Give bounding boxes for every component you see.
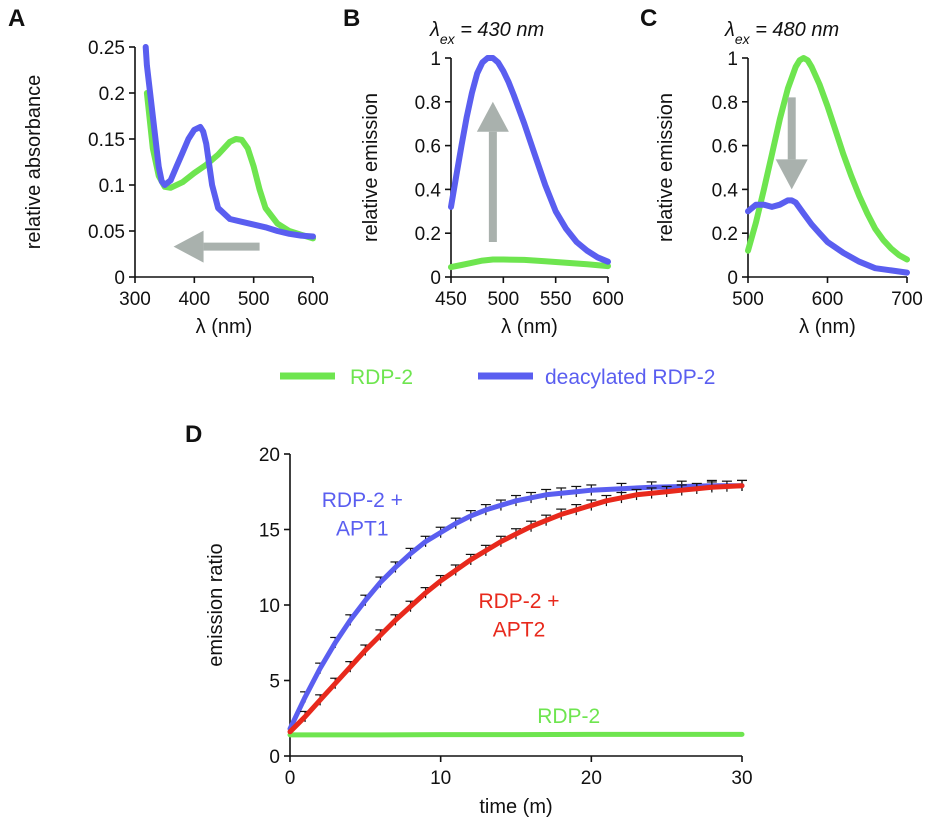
panel-letter-a: A <box>8 5 25 32</box>
excitation-label-b: λex = 430 nm <box>429 19 544 47</box>
y-axis-label-a: relative absorbance <box>23 75 45 250</box>
x-axis-label-c: λ (nm) <box>799 316 856 338</box>
y-tick-label: 5 <box>269 672 280 693</box>
y-tick-label: 0.8 <box>415 93 441 114</box>
series-line-c-series-0 <box>745 55 910 263</box>
y-tick-label: 0.4 <box>415 180 442 201</box>
series-line-d-rdp-2 <box>287 731 745 738</box>
y-tick-label: 0.6 <box>415 137 441 158</box>
x-tick-label: 500 <box>487 289 519 310</box>
y-tick-label: 0.2 <box>415 224 441 245</box>
legend-label-rdp2: RDP-2 <box>350 366 413 389</box>
series-line-b-series-1 <box>448 55 611 265</box>
y-tick-label: 0.1 <box>99 176 125 197</box>
x-tick-label: 600 <box>297 289 329 310</box>
y-axis-label-d: emission ratio <box>205 543 227 666</box>
y-tick-label: 0 <box>430 268 441 289</box>
change-arrow-c <box>775 97 808 190</box>
x-tick-label: 600 <box>592 289 624 310</box>
series-annotation: APT2 <box>493 619 546 642</box>
series-line-d-rdp-2-apt2 <box>287 483 745 735</box>
y-tick-label: 0.05 <box>88 222 125 243</box>
x-tick-label: 0 <box>285 768 296 789</box>
change-arrow-b <box>476 101 509 242</box>
series-line-d-rdp-2-apt1 <box>287 483 745 732</box>
change-arrow-a <box>173 230 260 263</box>
y-tick-label: 0.15 <box>88 130 125 151</box>
x-tick-label: 600 <box>812 289 844 310</box>
panel-d: D 0 5 10 15 20 0 10 20 30 time (m) emission ratio RD… <box>185 421 753 818</box>
series-line-a-series-1 <box>142 44 316 240</box>
y-tick-label: 0 <box>114 268 125 289</box>
panel-a: A 0 0.05 0.1 0.15 0.2 0.25 300 400 500 600 λ (nm) re… <box>8 5 329 338</box>
legend-label-deacylated-rdp2: deacylated RDP-2 <box>545 366 715 389</box>
x-tick-label: 400 <box>178 289 210 310</box>
y-tick-label: 15 <box>259 521 280 542</box>
y-tick-label: 0.25 <box>88 38 125 59</box>
y-axis-label-b: relative emission <box>360 93 382 242</box>
y-tick-label: 0.4 <box>712 180 739 201</box>
series-line-b-series-0 <box>448 256 611 271</box>
y-tick-label: 1 <box>727 49 738 70</box>
series-annotation: RDP-2 <box>537 705 600 728</box>
y-tick-label: 0 <box>727 268 738 289</box>
series-line-c-series-1 <box>745 197 910 276</box>
y-axis-label-c: relative emission <box>655 93 677 242</box>
x-tick-label: 700 <box>891 289 923 310</box>
y-tick-label: 0.8 <box>712 93 738 114</box>
series-annotation: RDP-2 + <box>322 489 403 512</box>
x-tick-label: 20 <box>581 768 602 789</box>
panel-letter-b: B <box>343 5 360 32</box>
y-tick-label: 0.2 <box>712 224 738 245</box>
panel-letter-d: D <box>185 421 202 448</box>
y-tick-label: 0.2 <box>99 84 125 105</box>
legend: RDP-2 deacylated RDP-2 <box>280 366 715 389</box>
x-tick-label: 10 <box>430 768 451 789</box>
x-tick-label: 500 <box>732 289 764 310</box>
x-tick-label: 550 <box>540 289 572 310</box>
series-annotation: RDP-2 + <box>478 590 559 613</box>
x-tick-label: 500 <box>238 289 270 310</box>
series-annotation: APT1 <box>336 518 389 541</box>
panel-letter-c: C <box>640 5 657 32</box>
x-tick-label: 30 <box>731 768 752 789</box>
y-tick-label: 0 <box>269 747 280 768</box>
y-tick-label: 10 <box>259 596 280 617</box>
y-tick-label: 20 <box>259 445 280 466</box>
y-tick-label: 0.6 <box>712 137 738 158</box>
x-tick-label: 450 <box>435 289 467 310</box>
x-tick-label: 300 <box>119 289 151 310</box>
x-axis-label-d: time (m) <box>479 796 552 818</box>
excitation-label-c: λex = 480 nm <box>724 19 839 47</box>
x-axis-label-b: λ (nm) <box>501 316 558 338</box>
y-tick-label: 1 <box>430 49 441 70</box>
x-axis-label-a: λ (nm) <box>196 316 253 338</box>
